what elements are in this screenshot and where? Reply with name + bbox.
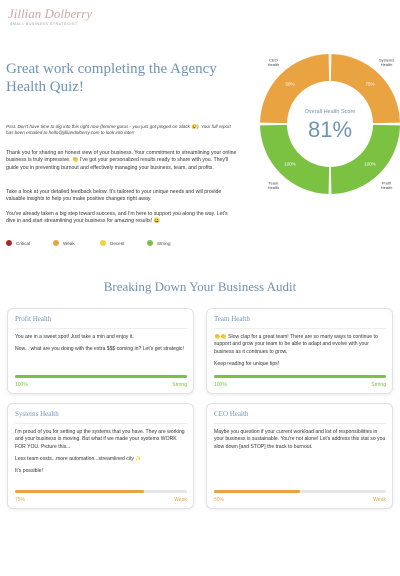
paragraph: You've already taken a big step toward s… bbox=[6, 211, 228, 225]
legend-item: Decent bbox=[100, 240, 147, 246]
note: Psst. Don't have time to dig into this r… bbox=[6, 124, 231, 136]
progress-bar bbox=[15, 490, 144, 493]
progress-bar bbox=[214, 375, 386, 378]
score-label: 100% bbox=[214, 382, 227, 388]
legend-item: Weak bbox=[53, 240, 100, 246]
legend-label: Decent bbox=[110, 240, 125, 246]
segment-label: 100% bbox=[364, 161, 376, 166]
score-label: 50% bbox=[214, 497, 225, 503]
card-text: Now... what are you doing with the extra… bbox=[15, 346, 184, 353]
progress-labels: 75% Weak bbox=[15, 497, 187, 503]
legend-swatch bbox=[100, 240, 106, 246]
card-text: Keep reading for unique tips! bbox=[214, 360, 280, 367]
legend-label: Weak bbox=[63, 240, 75, 246]
score-label: 75% bbox=[15, 497, 26, 503]
category-label: Systems Health bbox=[379, 57, 394, 67]
card-title: Team Health bbox=[214, 315, 386, 329]
score-label: 100% bbox=[15, 382, 28, 388]
donut-segment bbox=[330, 124, 400, 194]
segment-label: 75% bbox=[365, 82, 374, 87]
progress-track bbox=[15, 375, 187, 378]
donut-segment bbox=[260, 124, 330, 194]
card: Profit Health You are in a sweet spot! Ju… bbox=[7, 308, 194, 394]
card: CEO Health Maybe you question if your cur… bbox=[206, 403, 393, 509]
donut-chart: 75% Systems Health 100% Profit Health 100% Team… bbox=[260, 54, 400, 194]
legend: Critical Weak Decent Strong bbox=[6, 240, 194, 246]
progress-bar bbox=[15, 375, 187, 378]
status-label: Strong bbox=[172, 382, 187, 388]
card-title: CEO Health bbox=[214, 410, 386, 424]
status-label: Weak bbox=[373, 497, 386, 503]
legend-label: Critical bbox=[16, 240, 31, 246]
card-text: I'm proud of you for setting up the syst… bbox=[15, 429, 185, 450]
status-label: Strong bbox=[371, 382, 386, 388]
card-text: You are in a sweet spot! Just take a min… bbox=[15, 334, 134, 340]
tagline: SMALL BUSINESS STRATEGIST bbox=[10, 22, 78, 26]
progress-bar bbox=[214, 490, 300, 493]
progress-labels: 100% Strong bbox=[214, 382, 386, 388]
card-text: Maybe you question if your current workl… bbox=[214, 429, 386, 450]
donut-segment bbox=[260, 54, 330, 124]
card: Team Health 👏👏 Slow clap for a great team… bbox=[206, 308, 393, 394]
card-title: Systems Health bbox=[15, 410, 187, 424]
section-title: Breaking Down Your Business Audit bbox=[103, 279, 297, 294]
card-text: Less team costs...more automation...stre… bbox=[15, 455, 142, 462]
paragraph: Take a look at your detailed feedback be… bbox=[6, 189, 222, 203]
progress-labels: 100% Strong bbox=[15, 382, 187, 388]
logo[interactable]: Jillian Dolberry bbox=[8, 6, 93, 21]
legend-item: Critical bbox=[6, 240, 53, 246]
category-label: Profit Health bbox=[381, 181, 393, 191]
legend-label: Strong bbox=[157, 240, 171, 246]
paragraph: Thank you for sharing an honest view of … bbox=[6, 150, 237, 171]
center-title: Overall Health Score bbox=[305, 109, 356, 115]
progress-labels: 50% Weak bbox=[214, 497, 386, 503]
page-title: Great work completing the Agency Health … bbox=[6, 61, 217, 95]
legend-item: Strong bbox=[147, 240, 194, 246]
progress-track bbox=[214, 490, 386, 493]
center-value: 81% bbox=[308, 117, 352, 142]
legend-swatch bbox=[147, 240, 153, 246]
category-label: CEO Health bbox=[268, 57, 280, 67]
progress-track bbox=[214, 375, 386, 378]
donut-segment bbox=[330, 54, 400, 124]
segment-label: 100% bbox=[284, 161, 296, 166]
card: Systems Health I'm proud of you for setti… bbox=[7, 403, 194, 509]
status-label: Weak bbox=[174, 497, 187, 503]
card-text: 👏👏 Slow clap for a great team! There are… bbox=[214, 334, 378, 355]
category-label: Team Health bbox=[268, 181, 280, 191]
segment-label: 50% bbox=[286, 82, 295, 87]
progress-track bbox=[15, 490, 187, 493]
legend-swatch bbox=[6, 240, 12, 246]
legend-swatch bbox=[53, 240, 59, 246]
card-text: It's possible! bbox=[15, 468, 43, 475]
card-title: Profit Health bbox=[15, 315, 187, 329]
